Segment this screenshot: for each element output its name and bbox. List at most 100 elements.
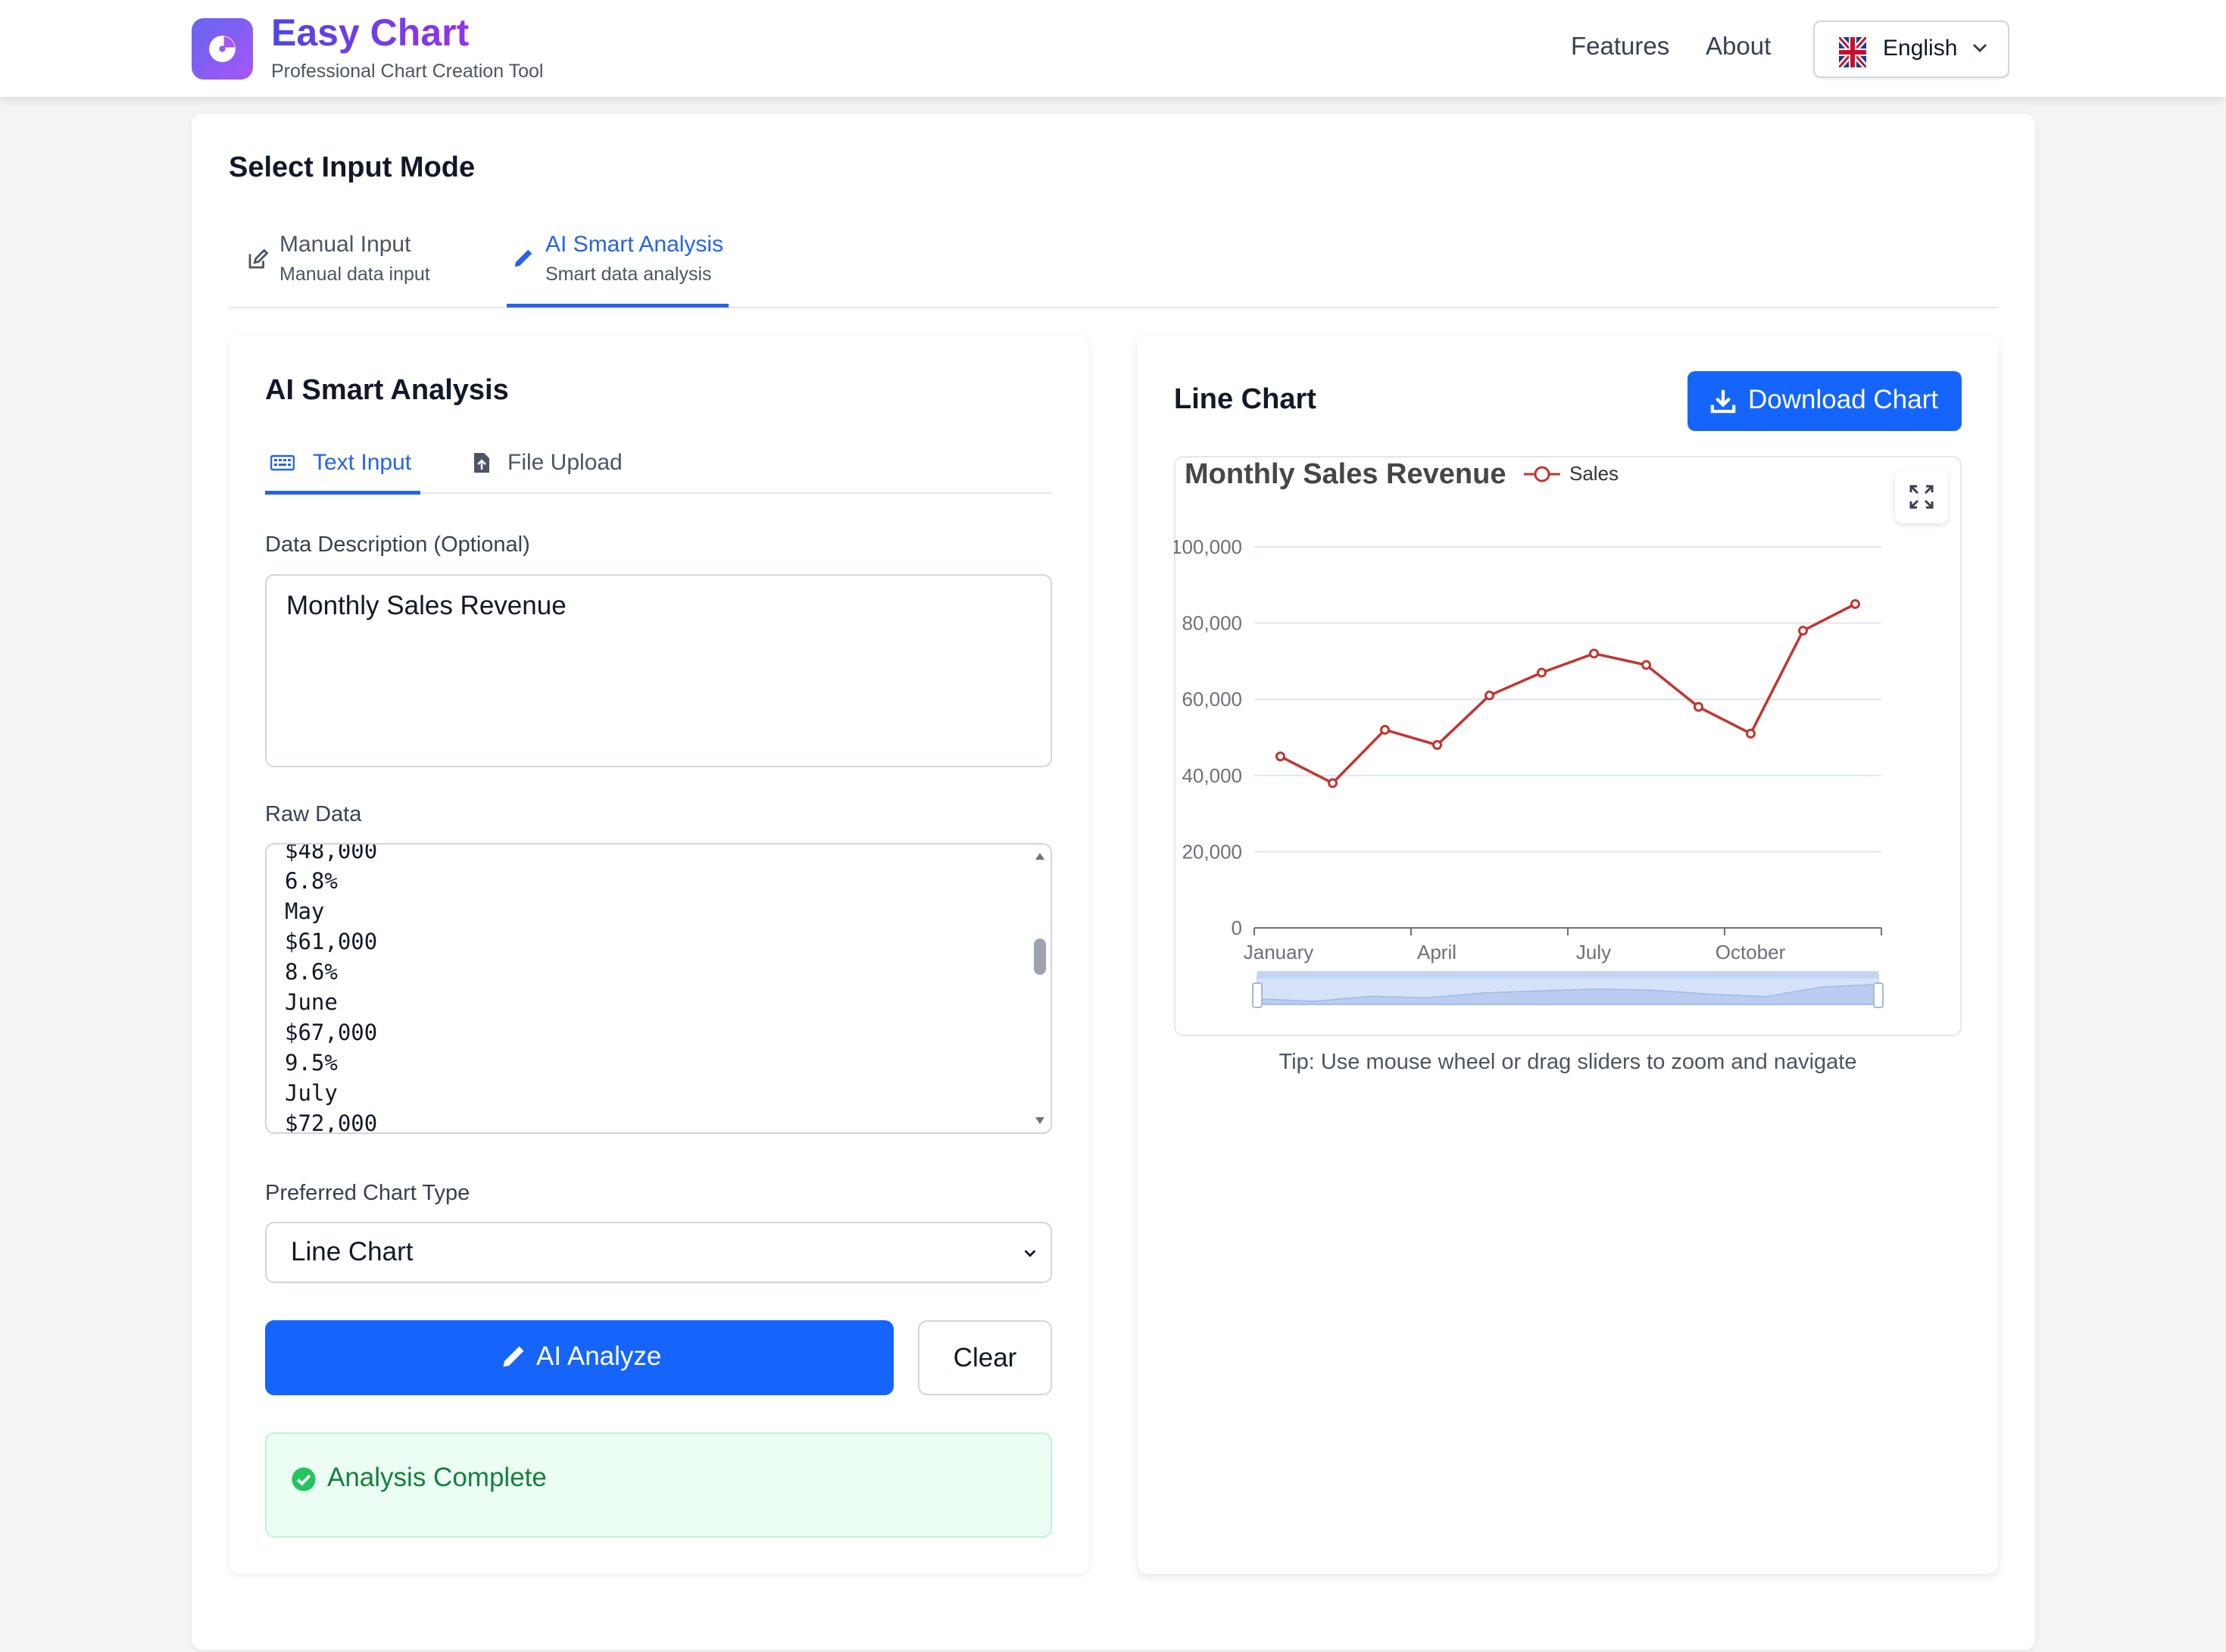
ai-analyze-label: AI Analyze — [536, 1341, 662, 1371]
brand-title: Easy Chart — [271, 11, 470, 54]
status-label: Analysis Complete — [327, 1463, 547, 1492]
legend-label: Sales — [1569, 462, 1619, 485]
active-tab-indicator — [507, 304, 729, 308]
subtab-text-label: Text Input — [313, 450, 412, 475]
subtab-text-input[interactable]: Text Input — [270, 450, 411, 476]
raw-line: $67,000 — [285, 1020, 378, 1045]
tab-ai-analysis[interactable]: AI Smart Analysis Smart data analysis — [512, 232, 723, 286]
raw-data-lines: $48,000 6.8% May $61,000 8.6% June $67,0… — [285, 843, 378, 1134]
x-tick-label: October — [1716, 941, 1786, 963]
chart-type-label: Preferred Chart Type — [265, 1181, 470, 1205]
top-header: Easy Chart Professional Chart Creation T… — [0, 0, 2226, 97]
data-point — [1850, 598, 1860, 609]
description-label: Data Description (Optional) — [265, 532, 530, 557]
description-value: Monthly Sales Revenue — [286, 591, 567, 620]
tab-manual-input[interactable]: Manual Input Manual data input — [246, 232, 430, 286]
y-tick-label: 80,000 — [1182, 612, 1242, 635]
tab-manual-sub: Manual data input — [279, 264, 430, 285]
download-chart-button[interactable]: Download Chart — [1687, 371, 1962, 431]
grid-layer — [1254, 546, 1881, 853]
edit-icon — [248, 248, 269, 269]
logo[interactable] — [192, 18, 253, 80]
data-point — [1432, 740, 1442, 751]
zoom-handle — [1873, 982, 1884, 1008]
line-chart[interactable]: Monthly Sales Revenue Sales 0 20,000 40,00… — [1174, 456, 1962, 1036]
chart-legend[interactable]: Sales — [1524, 462, 1619, 485]
series-layer — [1275, 598, 1860, 789]
download-icon — [1710, 389, 1736, 414]
data-point — [1641, 660, 1651, 670]
data-point — [1537, 667, 1547, 678]
keyboard-icon — [270, 454, 295, 471]
ai-analyze-button[interactable]: AI Analyze — [265, 1320, 894, 1395]
mode-divider — [229, 307, 1998, 308]
raw-line: 6.8% — [285, 868, 338, 894]
data-point — [1275, 751, 1285, 762]
series-line-sales — [1279, 602, 1856, 785]
panel-title: AI Smart Analysis — [265, 374, 509, 406]
language-label: English — [1883, 36, 1958, 61]
description-input[interactable]: Monthly Sales Revenue — [265, 574, 1052, 767]
data-point — [1380, 724, 1390, 735]
brand-subtitle: Professional Chart Creation Tool — [271, 61, 544, 82]
scrollbar-thumb[interactable] — [1034, 938, 1046, 975]
chart-type-value: Line Chart — [291, 1237, 414, 1266]
subtab-file-label: File Upload — [507, 450, 623, 475]
raw-line: $61,000 — [285, 929, 378, 954]
zoom-drag-bar — [1257, 971, 1878, 979]
chevron-down-icon — [1024, 1250, 1036, 1257]
raw-data-label: Raw Data — [265, 802, 362, 826]
scroll-down-arrow-icon[interactable] — [1034, 1116, 1046, 1126]
scroll-up-arrow-icon[interactable] — [1034, 851, 1046, 861]
raw-line: $72,000 — [285, 1110, 378, 1134]
pencil-icon — [514, 249, 532, 267]
data-point — [1694, 701, 1703, 712]
data-point — [1485, 690, 1494, 701]
data-point — [1589, 648, 1599, 659]
clear-button[interactable]: Clear — [918, 1320, 1052, 1395]
chart-container — [1174, 456, 1962, 1036]
raw-line: $48,000 — [285, 843, 378, 863]
raw-line: 9.5% — [285, 1050, 338, 1076]
raw-line: June — [285, 989, 338, 1015]
x-tick-label: July — [1576, 941, 1611, 963]
clear-label: Clear — [953, 1343, 1017, 1373]
expand-icon — [1909, 485, 1934, 509]
zoom-preview-area — [1257, 983, 1879, 1005]
data-point — [1746, 728, 1756, 739]
subtab-file-upload[interactable]: File Upload — [473, 450, 623, 476]
status-message: Analysis Complete — [265, 1432, 1052, 1538]
fullscreen-button[interactable] — [1895, 470, 1948, 523]
zoom-handle — [1252, 982, 1263, 1008]
language-selector[interactable]: English — [1813, 20, 2009, 78]
tab-manual-label: Manual Input — [279, 232, 411, 257]
pencil-icon — [503, 1346, 524, 1367]
pie-chart-icon — [209, 36, 236, 62]
chart-type-select[interactable]: Line Chart — [265, 1222, 1052, 1283]
file-upload-icon — [474, 453, 489, 473]
nav-features[interactable]: Features — [1571, 32, 1670, 60]
y-tick-label: 40,000 — [1182, 764, 1242, 787]
y-tick-label: 60,000 — [1182, 688, 1242, 710]
tick-layer: 0 20,000 40,000 60,000 80,000 100,000 January A… — [1174, 536, 1882, 963]
data-point — [1328, 778, 1338, 789]
raw-data-input[interactable]: $48,000 6.8% May $61,000 8.6% June $67,0… — [265, 843, 1052, 1134]
y-tick-label: 100,000 — [1174, 536, 1242, 558]
x-tick-label: April — [1417, 941, 1456, 963]
data-zoom-slider[interactable] — [1252, 971, 1884, 1008]
tab-ai-sub: Smart data analysis — [545, 264, 712, 285]
x-tick-label: January — [1244, 941, 1314, 963]
uk-flag-icon — [1839, 37, 1866, 67]
chart-title: Monthly Sales Revenue — [1185, 458, 1506, 490]
raw-line: 8.6% — [285, 959, 338, 985]
subtab-active-indicator — [265, 491, 420, 495]
check-circle-icon — [292, 1467, 316, 1491]
raw-line: July — [285, 1080, 338, 1106]
download-label: Download Chart — [1748, 385, 1938, 414]
y-tick-label: 0 — [1232, 917, 1242, 939]
chevron-down-icon — [1972, 43, 1987, 53]
nav-about[interactable]: About — [1706, 32, 1772, 60]
y-tick-label: 20,000 — [1182, 840, 1242, 863]
legend-marker — [1534, 466, 1550, 482]
raw-line: May — [285, 898, 325, 924]
